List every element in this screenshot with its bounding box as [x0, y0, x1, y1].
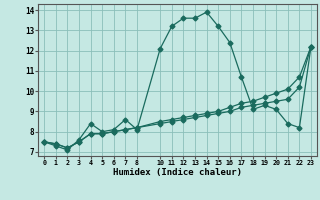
X-axis label: Humidex (Indice chaleur): Humidex (Indice chaleur) [113, 168, 242, 177]
